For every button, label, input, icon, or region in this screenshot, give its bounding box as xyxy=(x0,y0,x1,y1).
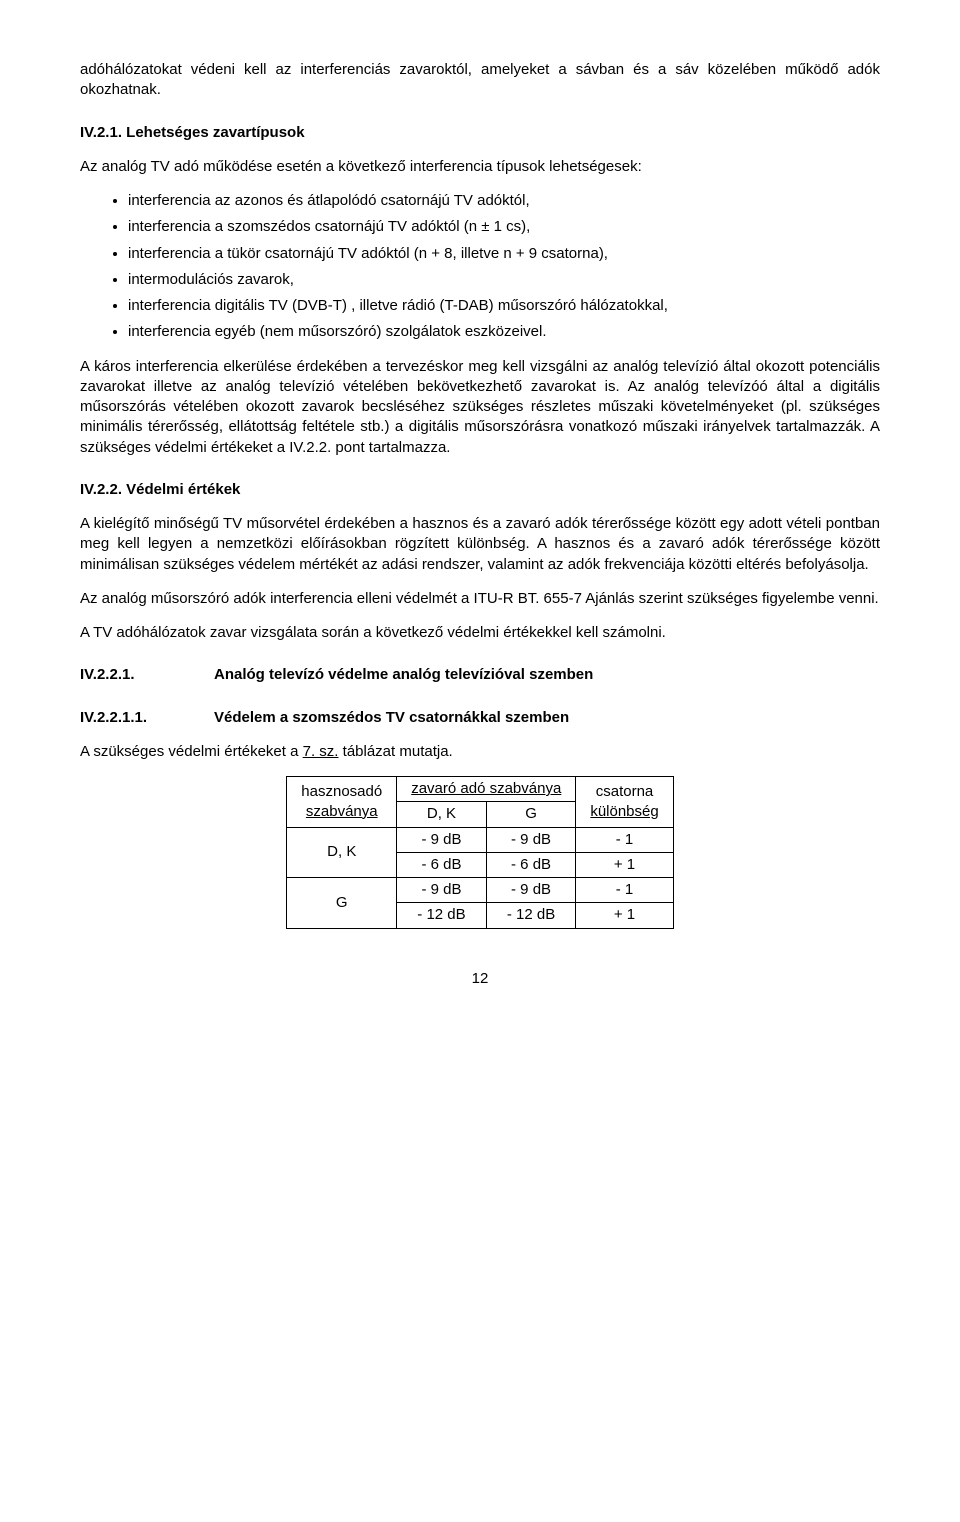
lead-underline: 7. sz. xyxy=(303,743,339,760)
td: - 9 dB xyxy=(486,827,576,852)
section-number: IV.2.2.1. xyxy=(80,665,190,685)
list-item: intermodulációs zavarok, xyxy=(128,270,880,290)
page-number: 12 xyxy=(80,969,880,989)
section-iv22-p3: A TV adóhálózatok zavar vizsgálata során… xyxy=(80,623,880,643)
intro-paragraph: adóhálózatokat védeni kell az interferen… xyxy=(80,60,880,101)
td: - 9 dB xyxy=(486,878,576,903)
td: - 9 dB xyxy=(397,827,487,852)
list-item: interferencia egyéb (nem műsorszóró) szo… xyxy=(128,322,880,342)
section-iv21-heading: IV.2.1. Lehetséges zavartípusok xyxy=(80,123,880,143)
protection-values-table: hasznosadó szabványa zavaró adó szabvány… xyxy=(286,776,673,929)
th-g: G xyxy=(486,802,576,827)
td: - 6 dB xyxy=(486,852,576,877)
section-title: Analóg televízó védelme analóg televízió… xyxy=(214,665,593,685)
section-iv21-paragraph: A káros interferencia elkerülése érdekéb… xyxy=(80,357,880,458)
section-number: IV.2.2. xyxy=(80,481,122,498)
lead-b: táblázat mutatja. xyxy=(338,743,452,760)
table-lead: A szükséges védelmi értékeket a 7. sz. t… xyxy=(80,742,880,762)
th-csatorna: csatorna különbség xyxy=(576,777,673,828)
section-iv22-p1: A kielégítő minőségű TV műsorvétel érdek… xyxy=(80,514,880,575)
section-number: IV.2.1. xyxy=(80,124,122,141)
th-zavaro: zavaró adó szabványa xyxy=(397,777,576,802)
section-iv221-heading: IV.2.2.1. Analóg televízó védelme analóg… xyxy=(80,665,880,685)
td-std: D, K xyxy=(287,827,397,878)
td: - 9 dB xyxy=(397,878,487,903)
td: - 12 dB xyxy=(486,903,576,928)
section-iv21-lead: Az analóg TV adó működése esetén a követ… xyxy=(80,157,880,177)
td: - 6 dB xyxy=(397,852,487,877)
section-iv22-p2: Az analóg műsorszóró adók interferencia … xyxy=(80,589,880,609)
td: + 1 xyxy=(576,852,673,877)
list-item: interferencia az azonos és átlapolódó cs… xyxy=(128,191,880,211)
td: - 1 xyxy=(576,878,673,903)
list-item: interferencia digitális TV (DVB-T) , ill… xyxy=(128,296,880,316)
th-dk: D, K xyxy=(397,802,487,827)
td: - 1 xyxy=(576,827,673,852)
td: - 12 dB xyxy=(397,903,487,928)
section-title: Lehetséges zavartípusok xyxy=(126,124,304,141)
th-hasznosado: hasznosadó szabványa xyxy=(287,777,397,828)
list-item: interferencia a tükör csatornájú TV adók… xyxy=(128,244,880,264)
section-iv2211-heading: IV.2.2.1.1. Védelem a szomszédos TV csat… xyxy=(80,708,880,728)
section-iv22-heading: IV.2.2. Védelmi értékek xyxy=(80,480,880,500)
list-item: interferencia a szomszédos csatornájú TV… xyxy=(128,217,880,237)
section-title: Védelem a szomszédos TV csatornákkal sze… xyxy=(214,708,569,728)
td: + 1 xyxy=(576,903,673,928)
section-number: IV.2.2.1.1. xyxy=(80,708,190,728)
td-std: G xyxy=(287,878,397,929)
lead-a: A szükséges védelmi értékeket a xyxy=(80,743,303,760)
section-title: Védelmi értékek xyxy=(126,481,240,498)
interference-list: interferencia az azonos és átlapolódó cs… xyxy=(80,191,880,343)
